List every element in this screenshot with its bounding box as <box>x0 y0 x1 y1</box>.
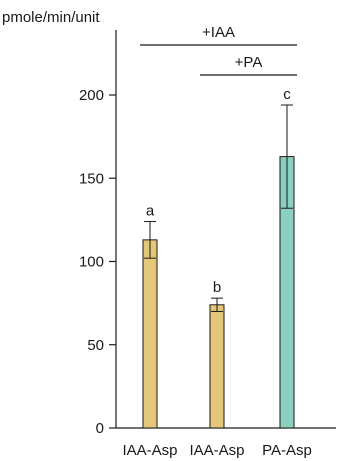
x-tick-label: IAA-Asp <box>189 442 244 459</box>
bar <box>209 304 225 429</box>
y-tick-label: 100 <box>79 254 104 271</box>
y-tick-label: 150 <box>79 170 104 187</box>
y-axis-ticks: 0 50 100 150 200 <box>79 87 116 437</box>
y-tick-label: 0 <box>96 420 104 437</box>
bars-group: a b c <box>142 86 295 429</box>
treatment-brackets: +IAA+PA <box>140 24 297 76</box>
significance-letter: a <box>146 203 155 220</box>
y-axis-label: pmole/min/unit <box>2 9 100 26</box>
treatment-bracket-label: +PA <box>235 54 263 71</box>
bar <box>142 239 158 429</box>
x-axis-labels: IAA-Asp IAA-Asp PA-Asp <box>122 442 311 459</box>
treatment-bracket-label: +IAA <box>202 24 235 41</box>
significance-letter: c <box>283 86 291 103</box>
y-tick-label: 50 <box>87 337 104 354</box>
x-tick-label: PA-Asp <box>262 442 312 459</box>
significance-letter: b <box>213 279 221 296</box>
x-tick-label: IAA-Asp <box>122 442 177 459</box>
y-tick-label: 200 <box>79 87 104 104</box>
